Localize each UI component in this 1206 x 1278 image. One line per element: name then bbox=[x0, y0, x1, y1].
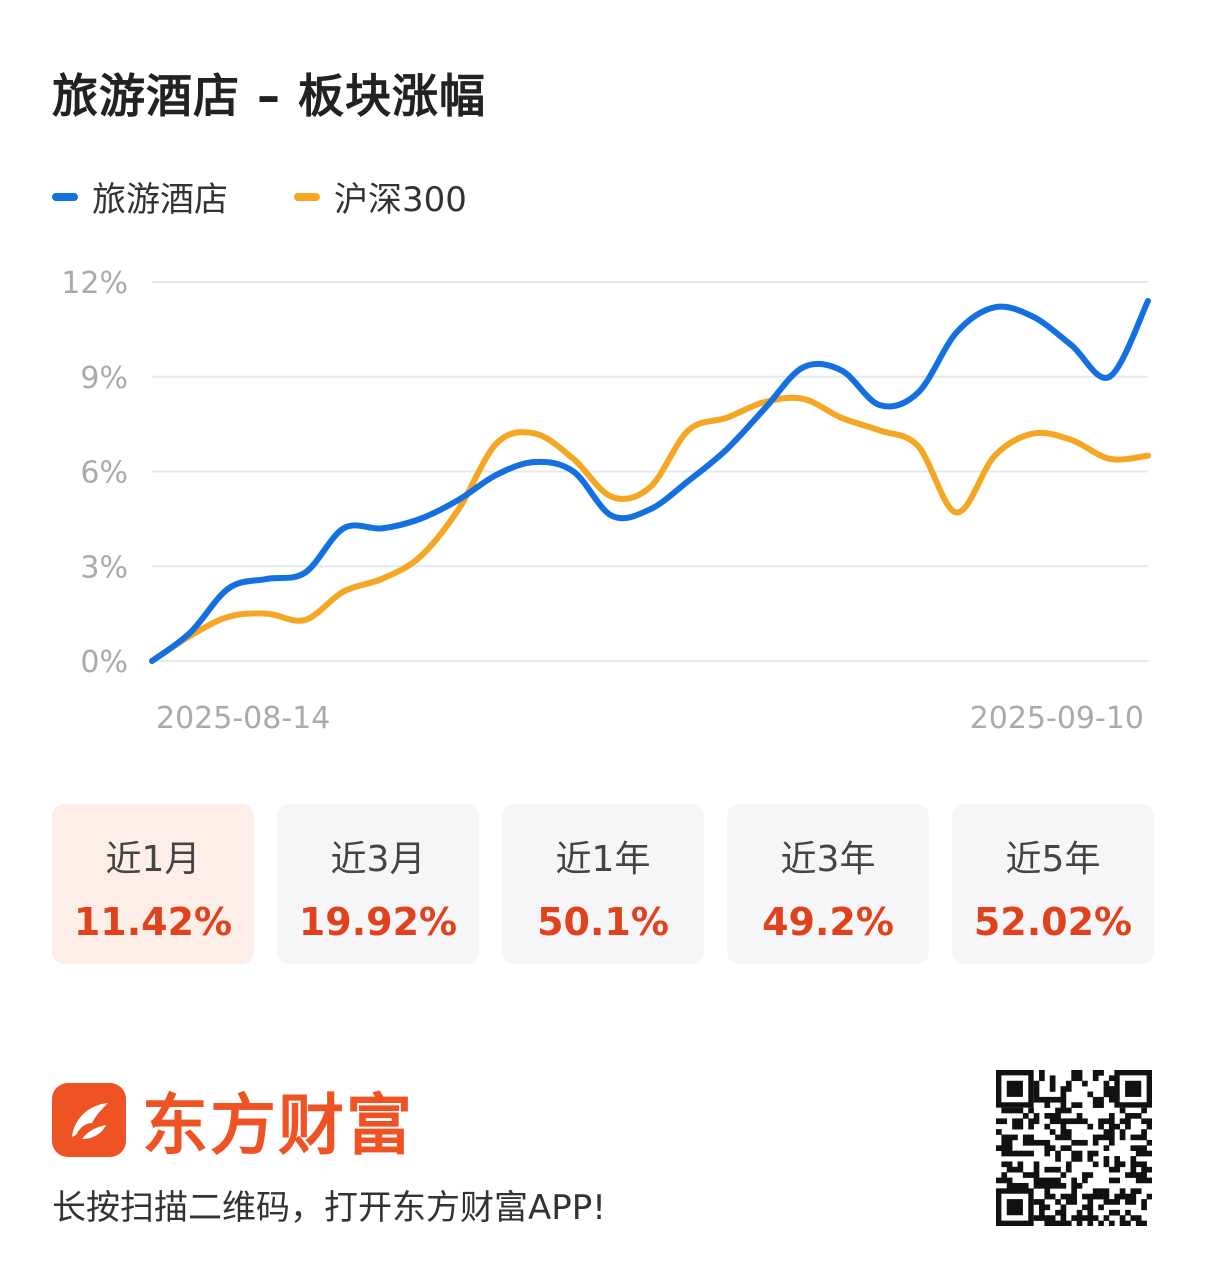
tile-value: 19.92% bbox=[298, 900, 458, 944]
legend-label-index: 沪深300 bbox=[334, 180, 467, 220]
legend-swatch-blue bbox=[52, 192, 78, 201]
tile-value: 52.02% bbox=[973, 900, 1133, 944]
tile-label: 近5年 bbox=[1005, 839, 1101, 880]
tile-label: 近1年 bbox=[555, 839, 651, 880]
x-label-end: 2025-09-10 bbox=[970, 701, 1144, 736]
legend-swatch-orange bbox=[294, 192, 320, 201]
page-title: 旅游酒店 – 板块涨幅 bbox=[52, 69, 487, 123]
y-tick-label: 12% bbox=[61, 266, 128, 301]
x-label-start: 2025-08-14 bbox=[156, 701, 330, 736]
y-tick-label: 3% bbox=[80, 550, 128, 585]
tile-value: 50.1% bbox=[537, 900, 669, 944]
series-line-index bbox=[149, 394, 1151, 664]
legend-label-sector: 旅游酒店 bbox=[92, 180, 228, 220]
tile-3-years[interactable]: 近3年 49.2% bbox=[727, 804, 929, 964]
chart-legend: 旅游酒店 沪深300 bbox=[52, 172, 533, 221]
tile-label: 近3月 bbox=[330, 839, 426, 880]
qr-code-icon[interactable] bbox=[996, 1070, 1152, 1226]
series-line-sector bbox=[149, 297, 1151, 664]
y-tick-label: 6% bbox=[80, 456, 128, 491]
tile-1-month[interactable]: 近1月 11.42% bbox=[52, 804, 254, 964]
period-tiles: 近1月 11.42% 近3月 19.92% 近1年 50.1% 近3年 49.2… bbox=[52, 804, 1154, 964]
tile-1-year[interactable]: 近1年 50.1% bbox=[502, 804, 704, 964]
tile-value: 49.2% bbox=[762, 900, 894, 944]
brand: 东方财富 bbox=[52, 1072, 414, 1168]
tile-label: 近3年 bbox=[780, 839, 876, 880]
eastmoney-logo-icon bbox=[52, 1083, 126, 1157]
footer-text: 长按扫描二维码，打开东方财富APP! bbox=[52, 1188, 606, 1228]
legend-item-sector[interactable]: 旅游酒店 bbox=[52, 172, 228, 221]
legend-item-index[interactable]: 沪深300 bbox=[294, 172, 467, 221]
tile-5-years[interactable]: 近5年 52.02% bbox=[952, 804, 1154, 964]
tile-3-months[interactable]: 近3月 19.92% bbox=[277, 804, 479, 964]
tile-label: 近1月 bbox=[105, 839, 201, 880]
brand-name: 东方财富 bbox=[142, 1087, 414, 1164]
y-tick-label: 0% bbox=[80, 645, 128, 680]
line-chart: 0% 3% 6% 9% 12% 2025-08-14 2025-09-10 bbox=[61, 266, 1151, 736]
tile-value: 11.42% bbox=[73, 900, 233, 944]
y-tick-label: 9% bbox=[80, 361, 128, 396]
